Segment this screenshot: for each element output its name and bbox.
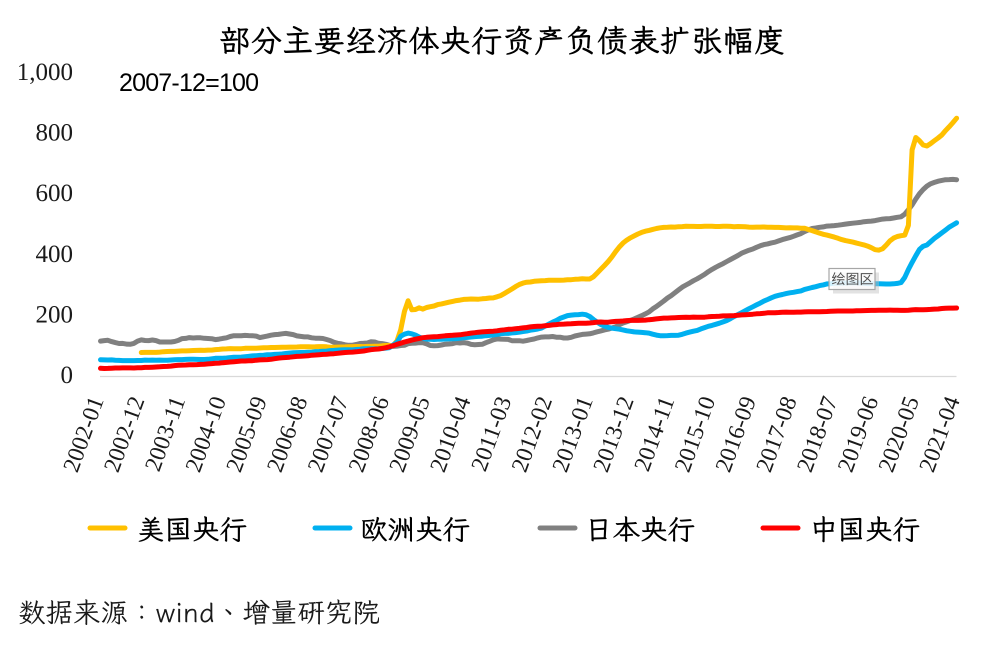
svg-text:1,000: 1,000 — [17, 59, 73, 86]
svg-text:0: 0 — [61, 362, 74, 389]
svg-text:600: 600 — [36, 180, 74, 207]
svg-text:800: 800 — [36, 120, 74, 147]
svg-text:400: 400 — [36, 241, 74, 268]
svg-text:200: 200 — [36, 301, 74, 328]
svg-text:2007-12=100: 2007-12=100 — [119, 69, 258, 97]
